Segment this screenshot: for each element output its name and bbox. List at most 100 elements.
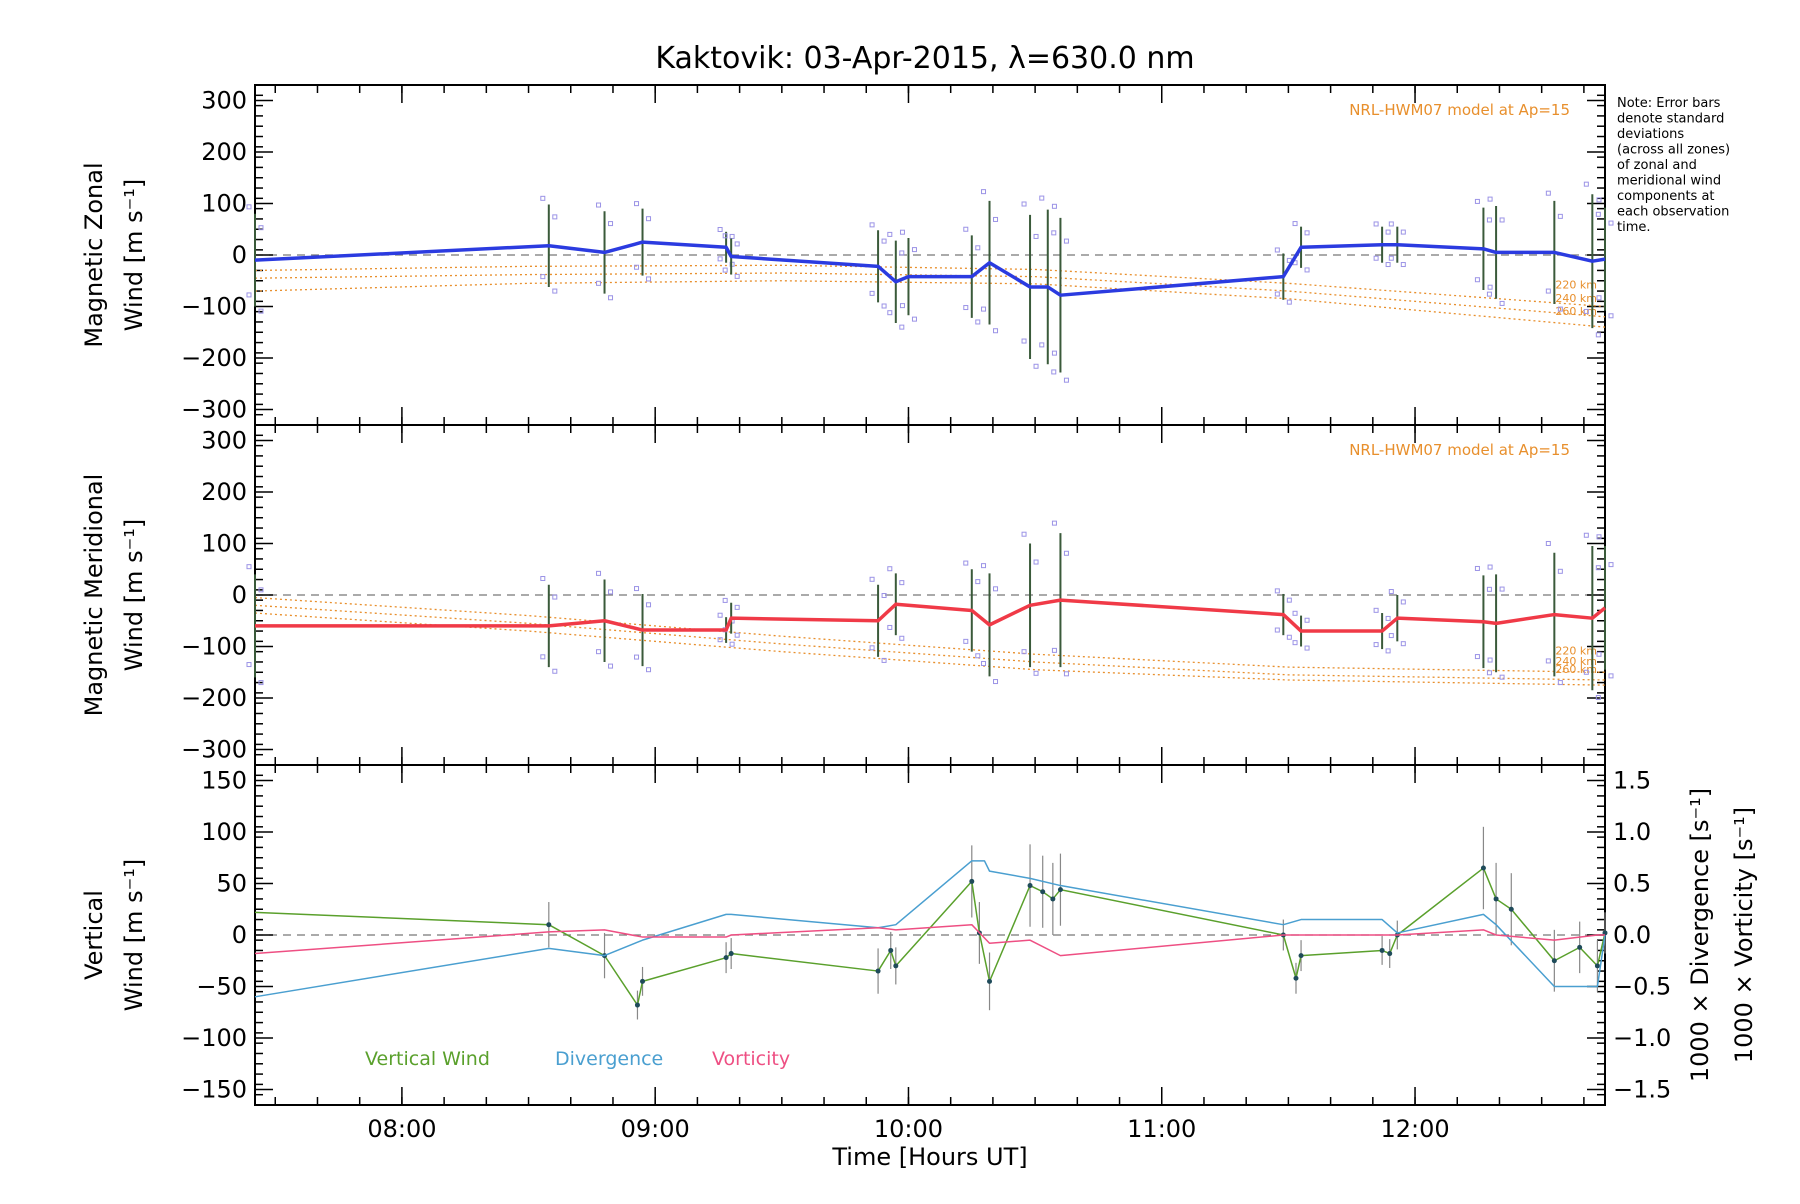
zone-point (1388, 221, 1394, 227)
zone-point (899, 580, 905, 586)
zone-point (246, 204, 252, 210)
zone-point (993, 328, 999, 334)
zone-point (1557, 306, 1563, 312)
zone-point (646, 602, 652, 608)
zone-point (1487, 657, 1493, 663)
y-tick-label: 0 (232, 921, 247, 949)
zone-point (899, 324, 905, 330)
legend-entry: Vertical Wind (365, 1048, 490, 1070)
note-line: time. (1617, 220, 1651, 235)
zone-point (1474, 565, 1480, 571)
zone-point (552, 668, 558, 674)
zone-point (596, 202, 602, 208)
x-axis-label: Time [Hours UT] (831, 1143, 1027, 1171)
model-altitude-label: 260 km (1555, 663, 1597, 676)
zone-point (1557, 680, 1563, 686)
y-tick-label: −300 (181, 736, 247, 764)
data-point (875, 968, 881, 974)
data-point (888, 947, 894, 953)
zone-point (608, 221, 614, 227)
zone-point (722, 233, 728, 239)
y2-tick-label: 1.5 (1613, 766, 1651, 794)
data-point (634, 1002, 640, 1008)
zone-point (963, 560, 969, 566)
y-axis-label: Wind [m s⁻¹] (120, 859, 148, 1011)
zone-point (596, 649, 602, 655)
zone-point (734, 632, 740, 638)
zone-point (717, 637, 723, 643)
zone-point (729, 233, 735, 239)
zone-point (1486, 670, 1492, 676)
zone-point (646, 216, 652, 222)
x-tick-label: 08:00 (367, 1115, 436, 1143)
model-altitude-label: 220 km (1555, 644, 1597, 657)
zone-point (717, 256, 723, 262)
model-altitude-label: 260 km (1555, 305, 1597, 318)
note-line: denote standard (1617, 112, 1724, 127)
zone-point (540, 654, 546, 660)
zone-point (993, 679, 999, 685)
zone-point (722, 267, 728, 273)
zone-point (887, 566, 893, 572)
zone-point (1033, 559, 1039, 565)
data-point (1057, 887, 1063, 893)
zone-point (899, 635, 905, 641)
zone-point (1292, 221, 1298, 227)
x-tick-label: 10:00 (874, 1115, 943, 1143)
note-line: Note: Error bars (1617, 96, 1721, 111)
data-point (1387, 951, 1393, 957)
zone-point (869, 645, 875, 651)
zone-point (881, 238, 887, 244)
y2-axis-label: 1000 × Vorticity [s⁻¹] (1730, 807, 1758, 1063)
zone-point (1583, 308, 1589, 314)
x-tick-label: 11:00 (1127, 1115, 1196, 1143)
data-point (1551, 958, 1557, 964)
y-tick-label: −100 (181, 293, 247, 321)
zone-point (899, 250, 905, 256)
zone-point (887, 310, 893, 316)
zone-point (722, 597, 728, 603)
zone-point (899, 229, 905, 235)
zone-point (1039, 342, 1045, 348)
zone-point (646, 667, 652, 673)
zone-point (1583, 181, 1589, 187)
zone-point (1486, 291, 1492, 297)
zone-point (1039, 195, 1045, 201)
zone-point (608, 663, 614, 669)
zone-point (1400, 262, 1406, 268)
zone-point (1474, 277, 1480, 283)
zone-point (258, 680, 264, 686)
zone-point (887, 624, 893, 630)
zone-point (1499, 300, 1505, 306)
zone-point (1304, 230, 1310, 236)
zone-point (552, 214, 558, 220)
zone-point (1063, 550, 1069, 556)
legend-entry: Vorticity (712, 1048, 790, 1070)
zone-point (1274, 247, 1280, 253)
zone-point (1286, 597, 1292, 603)
zone-point (1051, 369, 1057, 375)
zone-point (981, 563, 987, 569)
zone-point (1051, 350, 1057, 356)
zone-point (1385, 615, 1391, 621)
y2-tick-label: −0.5 (1613, 973, 1671, 1001)
zone-point (1545, 190, 1551, 196)
model-curve (254, 596, 1606, 673)
y2-tick-label: −1.5 (1613, 1076, 1671, 1104)
model-curve (254, 264, 1606, 308)
y2-tick-label: 0.5 (1613, 869, 1651, 897)
y-tick-label: −100 (181, 633, 247, 661)
y-tick-label: 200 (201, 478, 247, 506)
zone-point (540, 195, 546, 201)
legend-entry: Divergence (555, 1048, 663, 1070)
zone-point (1033, 670, 1039, 676)
series-line (254, 923, 1605, 957)
zone-point (1596, 651, 1602, 657)
zone-point (1595, 332, 1601, 338)
zone-point (1608, 562, 1614, 568)
zone-point (975, 245, 981, 251)
zone-point (1274, 627, 1280, 633)
chart-title: Kaktovik: 03-Apr-2015, λ=630.0 nm (655, 41, 1194, 76)
zone-point (869, 576, 875, 582)
note-line: meridional wind (1617, 174, 1721, 189)
